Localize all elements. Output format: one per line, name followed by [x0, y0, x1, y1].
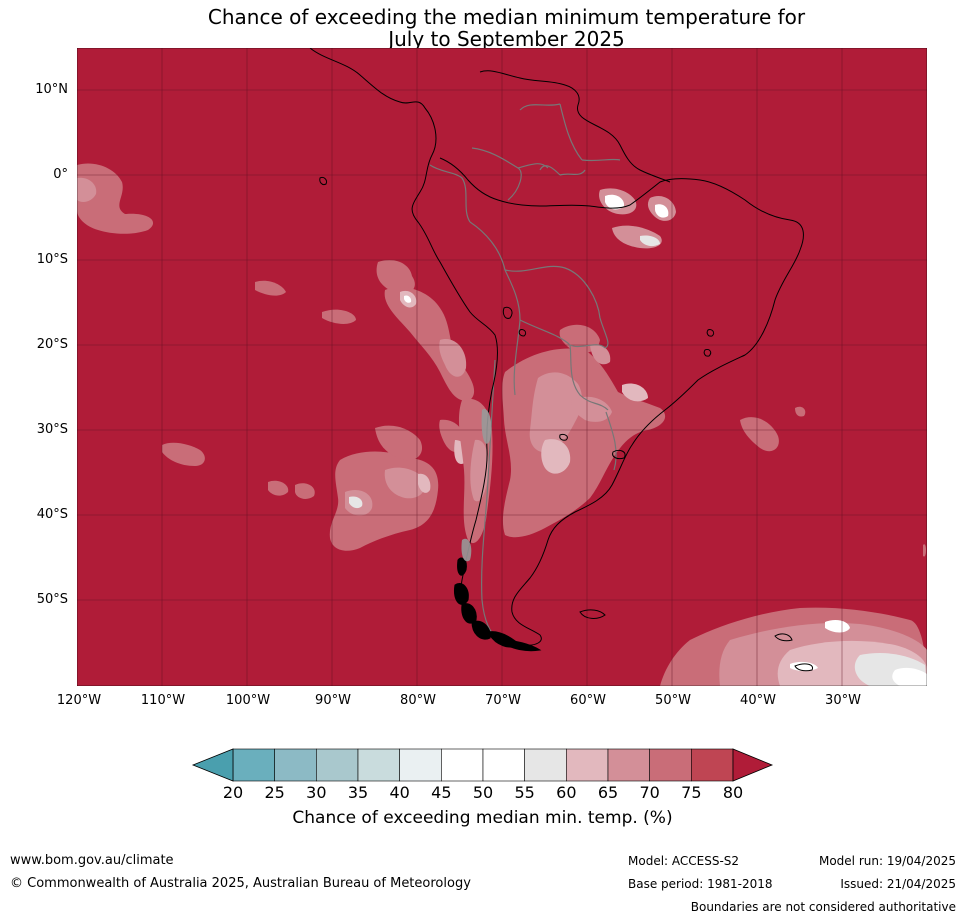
- colorbar-tick-label: 45: [431, 783, 452, 802]
- lon-label-40w: 40°W: [740, 693, 776, 708]
- model-run-date: Model run: 19/04/2025: [818, 854, 956, 868]
- copyright-text: © Commonwealth of Australia 2025, Austra…: [10, 876, 471, 891]
- colorbar-tick-label: 70: [639, 783, 660, 802]
- colorbar-tick-label: 60: [556, 783, 577, 802]
- colorbar-tick-label: 80: [722, 783, 744, 802]
- probability-patches: [77, 163, 927, 686]
- lat-label-30s: 30°S: [36, 422, 68, 437]
- lat-label-20s: 20°S: [36, 337, 68, 352]
- lat-label-0: 0°: [53, 167, 68, 182]
- lat-label-10s: 10°S: [36, 252, 68, 267]
- lon-label-60w: 60°W: [570, 693, 606, 708]
- colorbar-tick-label: 40: [389, 783, 410, 802]
- colorbar-tick-label: 55: [514, 783, 535, 802]
- colorbar-label: Chance of exceeding median min. temp. (%…: [292, 808, 673, 828]
- graticule: [77, 48, 927, 686]
- model-name: Model: ACCESS-S2: [628, 854, 740, 868]
- colorbar-tick-label: 50: [472, 783, 494, 802]
- colorbar-tick-label: 30: [306, 783, 327, 802]
- colorbar-tick-label: 35: [347, 783, 369, 802]
- issued-date: Issued: 21/04/2025: [840, 877, 956, 891]
- lat-label-10n: 10°N: [35, 82, 68, 97]
- lon-label-70w: 70°W: [485, 693, 521, 708]
- base-period: Base period: 1981-2018: [628, 877, 773, 891]
- lat-label-40s: 40°S: [36, 507, 68, 522]
- colorbar-tick-label: 65: [597, 783, 619, 802]
- patagonia-fjords: [453, 557, 542, 652]
- website-link[interactable]: www.bom.gov.au/climate: [10, 853, 174, 868]
- map-title-line2: July to September 2025: [388, 27, 625, 51]
- andes-gray: [461, 409, 492, 562]
- lon-label-80w: 80°W: [400, 693, 436, 708]
- lon-label-110w: 110°W: [140, 693, 186, 708]
- map-title-line1: Chance of exceeding the median minimum t…: [207, 5, 806, 29]
- lon-label-120w: 120°W: [56, 693, 102, 708]
- lon-label-50w: 50°W: [655, 693, 691, 708]
- boundaries-disclaimer: Boundaries are not considered authoritat…: [690, 900, 956, 914]
- country-borders: [429, 103, 621, 641]
- colorbar-tick-label: 25: [264, 783, 285, 802]
- coastline: [309, 48, 814, 672]
- colorbar-tick-label: 75: [681, 783, 702, 802]
- lon-label-100w: 100°W: [225, 693, 271, 708]
- colorbar-tick-label: 20: [222, 783, 244, 802]
- lon-label-90w: 90°W: [315, 693, 351, 708]
- lat-label-50s: 50°S: [36, 592, 68, 607]
- lon-label-30w: 30°W: [825, 693, 861, 708]
